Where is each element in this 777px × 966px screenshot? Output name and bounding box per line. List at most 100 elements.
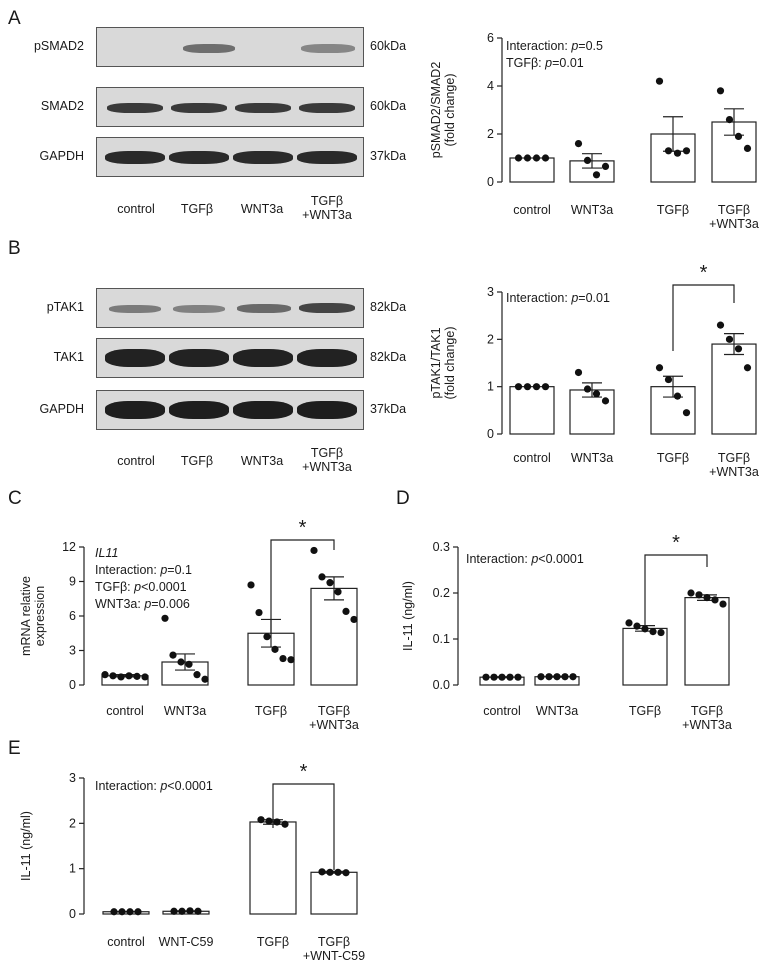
data-point [633, 622, 641, 630]
annotation: TGFβ: p<0.0001 [95, 580, 187, 594]
data-point [711, 596, 719, 604]
data-point [541, 154, 550, 162]
bar [509, 157, 555, 183]
data-point [592, 171, 601, 179]
x-tick-label: TGFβ [718, 451, 750, 465]
chart-d: 0.0 0.1 0.2 0.3 IL-11 (ng/ml) control WNT3a TGF… [401, 532, 732, 732]
y-axis-label: (fold change) [443, 327, 457, 400]
blot-b-row-label: TAK1 [53, 350, 84, 364]
blot-b-lane-label: control [117, 454, 155, 468]
y-axis-label: IL-11 (ng/ml) [401, 581, 415, 651]
x-tick-label: control [513, 203, 551, 217]
annotation: Interaction: p=0.01 [506, 291, 610, 305]
data-point [682, 147, 691, 155]
y-axis-label: mRNA relative [19, 576, 33, 656]
bar [310, 587, 358, 686]
blot-a-kda: 37kDa [370, 149, 407, 163]
data-point [186, 907, 194, 915]
data-point [553, 673, 561, 681]
blot-b-lane-label: TGFβ +WNT3a [302, 446, 352, 474]
x-tick-label: TGFβ [691, 704, 723, 718]
data-point [532, 154, 541, 162]
x-tick-label: TGFβ [255, 704, 287, 718]
data-point [133, 672, 141, 680]
y-tick-label: 3 [69, 771, 76, 785]
chart-b: 0 1 2 3 pTAK1/TAK1 (fold change) control WNT3a T… [429, 262, 759, 479]
data-point [342, 607, 350, 615]
data-point [673, 392, 682, 400]
annotation: Interaction: p<0.0001 [95, 779, 213, 793]
blot-a-lane-label: TGFβ +WNT3a [302, 194, 352, 222]
data-point [716, 87, 725, 95]
data-point [287, 656, 295, 664]
data-point [490, 673, 498, 681]
data-point [193, 671, 201, 679]
y-axis-label: pSMAD2/SMAD2 [429, 62, 443, 159]
x-tick-label: WNT3a [164, 704, 206, 718]
blot-b-row-label: pTAK1 [46, 300, 84, 314]
data-point [118, 908, 126, 916]
x-tick-label: TGFβ [318, 935, 350, 949]
x-tick-label: control [513, 451, 551, 465]
blot-a-row-smad2 [96, 87, 364, 127]
data-point [664, 375, 673, 384]
x-tick-label: +WNT3a [709, 465, 759, 479]
y-axis-label: expression [33, 586, 47, 646]
panel-letter-a: A [8, 8, 21, 29]
data-point [482, 673, 490, 681]
blot-a-kda: 60kDa [370, 39, 407, 53]
data-point [101, 671, 109, 679]
y-tick-label: 0.1 [433, 632, 450, 646]
data-point [695, 591, 703, 599]
y-tick-label: 0.3 [433, 540, 450, 554]
data-point [655, 77, 664, 85]
data-point [281, 820, 289, 828]
y-axis-label: (fold change) [443, 74, 457, 147]
y-tick-label: 0.2 [433, 586, 450, 600]
annotation: TGFβ: p=0.01 [506, 56, 584, 70]
x-tick-label: WNT3a [571, 203, 613, 217]
y-tick-label: 2 [487, 332, 494, 346]
y-tick-label: 4 [487, 79, 494, 93]
blot-b-row-tak1 [96, 338, 364, 378]
annotation: IL11 [95, 546, 118, 560]
blot-b-lane-label: WNT3a [240, 454, 284, 468]
data-point [126, 908, 134, 916]
data-point [318, 573, 326, 581]
bar [684, 596, 730, 686]
data-point [318, 868, 326, 876]
data-point [271, 645, 279, 653]
x-tick-label: TGFβ [318, 704, 350, 718]
chart-c: 0 3 6 9 12 mRNA relative expression control WNT3… [19, 517, 359, 732]
data-point [514, 154, 523, 162]
data-point [725, 335, 734, 343]
blot-b-row-ptak1 [96, 288, 364, 328]
data-point [194, 907, 202, 915]
chart-a: 0 2 4 6 pSMAD2/SMAD2 (fold change) control WNT3… [429, 31, 759, 230]
bar [249, 821, 297, 915]
data-point [110, 908, 118, 916]
annotation: Interaction: p=0.5 [506, 39, 603, 53]
data-point [177, 658, 185, 666]
panel-letter-e: E [8, 738, 21, 759]
panel-letter-c: C [8, 488, 22, 509]
data-point [734, 345, 743, 353]
significance-star: * [700, 262, 708, 284]
data-point [350, 615, 358, 624]
panel-letter-d: D [396, 488, 410, 509]
data-point [719, 600, 727, 608]
bar [711, 343, 757, 435]
data-point [532, 383, 541, 391]
data-point [561, 673, 569, 681]
data-point [743, 144, 752, 152]
data-point [601, 397, 610, 405]
data-point [682, 409, 691, 417]
data-point [170, 907, 178, 915]
data-point [657, 628, 665, 637]
data-point [541, 383, 550, 391]
blot-a-lane-label: TGFβ [180, 202, 214, 216]
y-tick-label: 1 [487, 380, 494, 394]
data-point [169, 651, 177, 659]
data-point [134, 908, 142, 916]
data-point [743, 364, 752, 372]
